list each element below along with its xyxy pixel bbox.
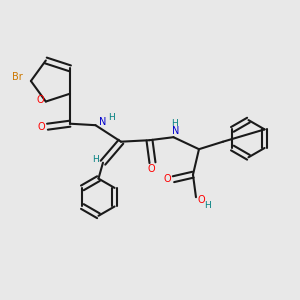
Text: O: O bbox=[37, 122, 45, 132]
Text: H: H bbox=[204, 201, 211, 210]
Text: N: N bbox=[99, 117, 107, 127]
Text: O: O bbox=[147, 164, 155, 174]
Text: O: O bbox=[37, 95, 44, 105]
Text: H: H bbox=[108, 113, 114, 122]
Text: H: H bbox=[92, 155, 99, 164]
Text: O: O bbox=[163, 174, 171, 184]
Text: Br: Br bbox=[12, 71, 23, 82]
Text: O: O bbox=[198, 195, 205, 205]
Text: H: H bbox=[172, 119, 178, 128]
Text: N: N bbox=[172, 126, 180, 136]
